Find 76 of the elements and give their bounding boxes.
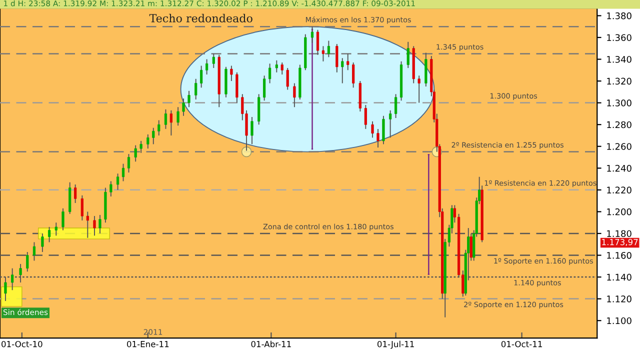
- candlestick: [230, 65, 233, 82]
- candlestick: [258, 94, 260, 126]
- candlestick: [336, 44, 338, 73]
- candlestick: [364, 104, 367, 130]
- candlestick: [74, 184, 77, 204]
- y-tick-label: 1.320: [607, 78, 632, 85]
- candlestick: [275, 60, 278, 73]
- candlestick: [164, 108, 168, 130]
- candlestick: [176, 106, 180, 126]
- candlestick: [110, 180, 112, 197]
- x-tick-label: 01-Abr-11: [251, 340, 291, 348]
- candlestick: [263, 75, 266, 102]
- candlestick: [394, 94, 398, 119]
- y-tick-label: 1.220: [607, 186, 632, 194]
- y-tick-label: 1.340: [607, 56, 632, 63]
- candlestick: [382, 115, 385, 145]
- candlestick: [424, 52, 428, 87]
- candlestick: [286, 67, 289, 90]
- candlestick: [86, 211, 89, 238]
- y-tick-label: 1.140: [607, 274, 632, 281]
- candlestick: [170, 110, 172, 136]
- candlestick: [122, 163, 125, 182]
- y-tick-label: 1.180: [607, 230, 632, 238]
- candlestick: [293, 82, 296, 108]
- candlestick: [346, 53, 350, 71]
- text: 1.173,97: [602, 238, 638, 246]
- y-tick-label: 1.160: [607, 252, 632, 259]
- candlestick: [327, 40, 330, 58]
- x-tick-label: 01-Oct-10: [2, 340, 42, 348]
- candlestick: [127, 154, 130, 173]
- candlestick: [48, 226, 51, 243]
- candlestick: [134, 144, 137, 162]
- candlestick: [152, 127, 155, 145]
- candlestick: [41, 232, 44, 252]
- candlestick: [98, 214, 102, 234]
- candlestick: [406, 41, 410, 68]
- candlestick: [205, 58, 208, 75]
- candlestick: [322, 46, 325, 62]
- candlestick: [68, 182, 72, 214]
- candlestick: [182, 98, 185, 116]
- candlestick: [188, 90, 190, 108]
- candlestick: [316, 29, 320, 56]
- candlestick: [158, 120, 160, 136]
- candlestick: [93, 216, 96, 236]
- candlestick: [200, 65, 203, 88]
- candlestick: [341, 58, 344, 84]
- candlestick: [352, 62, 355, 88]
- candlestick: [54, 222, 58, 236]
- y-tick-label: 1.200: [607, 208, 632, 216]
- candlestick: [212, 53, 215, 68]
- candlestick: [280, 62, 284, 75]
- x-tick-label: 01-Ene-11: [127, 340, 169, 348]
- y-tick-label: 1.280: [607, 121, 632, 128]
- x-tick-label: 01-Oct-11: [501, 340, 542, 348]
- y-tick-label: 1.300: [607, 100, 632, 106]
- y-tick-label: 1.380: [607, 12, 632, 20]
- candlestick: [418, 75, 420, 104]
- candlestick: [376, 128, 380, 148]
- candlestick: [371, 120, 374, 138]
- candlestick: [116, 173, 120, 190]
- y-tick-label: 1.360: [607, 34, 632, 42]
- candlestick: [389, 110, 392, 138]
- candlestick: [236, 72, 238, 104]
- candlestick: [194, 78, 198, 100]
- y-tick-label: 1.120: [607, 296, 632, 302]
- candlestick: [250, 116, 254, 145]
- y-tick-label: 1.260: [607, 143, 632, 150]
- candlestick: [140, 140, 142, 154]
- y-tick-label: 1.100: [607, 317, 632, 324]
- candlestick: [62, 208, 64, 231]
- x-tick-label: 01-Jul-11: [377, 340, 414, 349]
- y-tick-label: 1.240: [607, 164, 632, 172]
- candlestick: [80, 194, 84, 221]
- candlestick: [146, 134, 150, 150]
- candlestick: [268, 63, 272, 84]
- annotation: Techo redondeado: [149, 14, 252, 22]
